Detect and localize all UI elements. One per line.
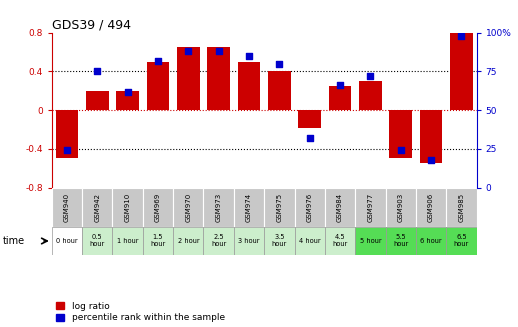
Bar xyxy=(234,187,264,227)
Bar xyxy=(385,187,416,227)
Bar xyxy=(325,227,355,255)
Text: GSM984: GSM984 xyxy=(337,193,343,222)
Text: GSM973: GSM973 xyxy=(215,193,222,222)
Text: GSM976: GSM976 xyxy=(307,193,313,222)
Text: 2.5
hour: 2.5 hour xyxy=(211,234,226,248)
Bar xyxy=(355,227,385,255)
Bar xyxy=(264,227,295,255)
Point xyxy=(123,89,132,94)
Bar xyxy=(143,187,173,227)
Point xyxy=(427,157,435,162)
Text: GSM942: GSM942 xyxy=(94,193,100,222)
Bar xyxy=(450,33,473,110)
Bar xyxy=(416,227,446,255)
Bar xyxy=(268,71,291,110)
Text: GSM975: GSM975 xyxy=(276,193,282,222)
Point xyxy=(154,58,162,63)
Bar xyxy=(325,187,355,227)
Point xyxy=(366,74,375,79)
Bar xyxy=(143,227,173,255)
Bar xyxy=(112,227,143,255)
Bar xyxy=(328,86,351,110)
Bar xyxy=(238,62,261,110)
Text: GSM910: GSM910 xyxy=(125,193,131,222)
Text: 4 hour: 4 hour xyxy=(299,238,321,244)
Point xyxy=(245,53,253,59)
Bar xyxy=(359,81,382,110)
Bar xyxy=(446,187,477,227)
Text: 6 hour: 6 hour xyxy=(420,238,442,244)
Bar xyxy=(173,187,204,227)
Bar xyxy=(177,47,200,110)
Bar xyxy=(204,227,234,255)
Bar xyxy=(147,62,169,110)
Bar xyxy=(446,227,477,255)
Text: GDS39 / 494: GDS39 / 494 xyxy=(52,19,131,31)
Bar xyxy=(82,227,112,255)
Text: 5.5
hour: 5.5 hour xyxy=(393,234,408,248)
Bar xyxy=(204,187,234,227)
Point xyxy=(336,83,344,88)
Text: time: time xyxy=(3,236,25,246)
Point xyxy=(397,148,405,153)
Bar xyxy=(385,227,416,255)
Bar xyxy=(420,110,442,163)
Text: GSM970: GSM970 xyxy=(185,193,191,222)
Point xyxy=(93,69,102,74)
Text: GSM903: GSM903 xyxy=(398,193,404,222)
Bar xyxy=(52,227,82,255)
Legend: log ratio, percentile rank within the sample: log ratio, percentile rank within the sa… xyxy=(56,302,225,322)
Point xyxy=(184,49,193,54)
Text: 4.5
hour: 4.5 hour xyxy=(333,234,348,248)
Point xyxy=(63,148,71,153)
Text: GSM969: GSM969 xyxy=(155,193,161,222)
Text: 2 hour: 2 hour xyxy=(178,238,199,244)
Text: GSM985: GSM985 xyxy=(458,193,465,222)
Text: GSM977: GSM977 xyxy=(367,193,373,222)
Text: 1 hour: 1 hour xyxy=(117,238,138,244)
Point xyxy=(275,61,283,66)
Text: 3 hour: 3 hour xyxy=(238,238,260,244)
Text: 1.5
hour: 1.5 hour xyxy=(150,234,166,248)
Text: GSM906: GSM906 xyxy=(428,193,434,222)
Bar xyxy=(295,187,325,227)
Point xyxy=(306,135,314,141)
Bar xyxy=(234,227,264,255)
Bar xyxy=(295,227,325,255)
Bar xyxy=(173,227,204,255)
Bar xyxy=(207,47,230,110)
Point xyxy=(457,33,466,38)
Bar xyxy=(55,110,78,159)
Bar xyxy=(298,110,321,128)
Bar xyxy=(82,187,112,227)
Bar xyxy=(86,91,109,110)
Bar xyxy=(264,187,295,227)
Bar xyxy=(355,187,385,227)
Bar xyxy=(52,187,82,227)
Point xyxy=(214,49,223,54)
Bar xyxy=(416,187,446,227)
Text: 0.5
hour: 0.5 hour xyxy=(90,234,105,248)
Text: 5 hour: 5 hour xyxy=(359,238,381,244)
Bar xyxy=(112,187,143,227)
Bar xyxy=(390,110,412,159)
Text: GSM974: GSM974 xyxy=(246,193,252,222)
Text: 6.5
hour: 6.5 hour xyxy=(454,234,469,248)
Text: 0 hour: 0 hour xyxy=(56,238,78,244)
Text: 3.5
hour: 3.5 hour xyxy=(272,234,287,248)
Bar xyxy=(116,91,139,110)
Text: GSM940: GSM940 xyxy=(64,193,70,222)
